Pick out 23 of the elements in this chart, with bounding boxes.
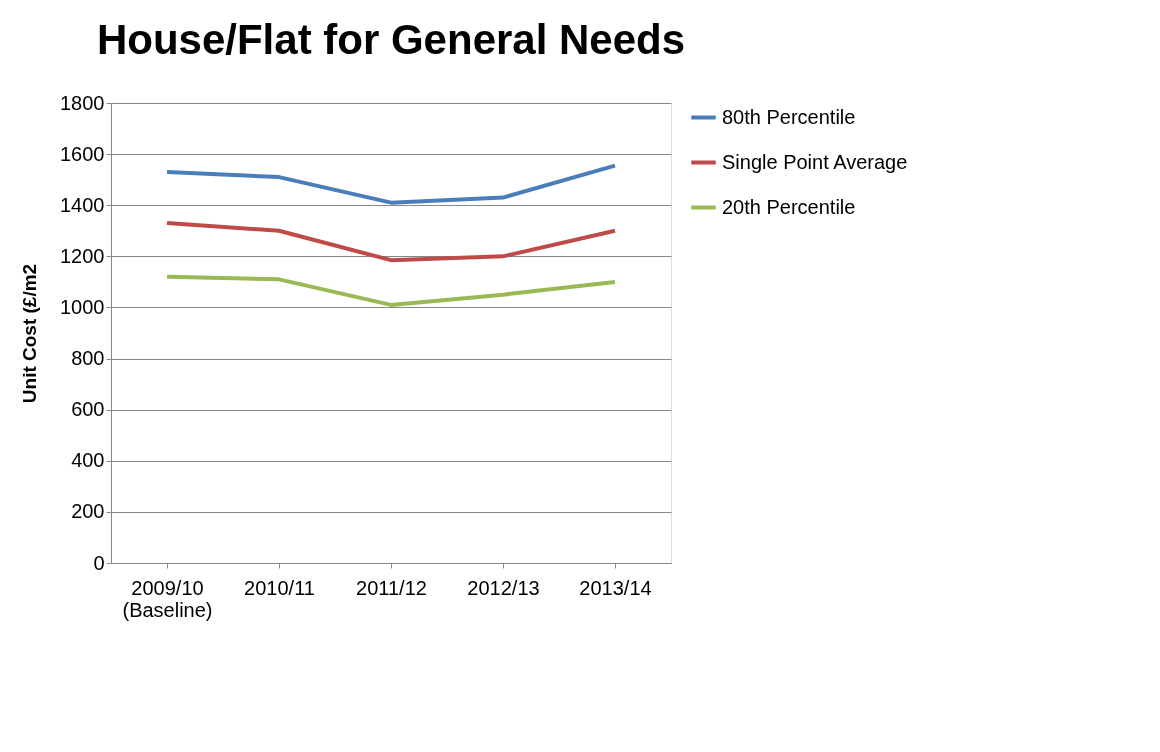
x-tick-label: 2010/11 [244, 576, 315, 599]
y-tick-label: 1200 [60, 244, 105, 267]
x-tick-label: 2013/14 [579, 576, 652, 599]
y-tick-label: 1400 [60, 193, 105, 216]
chart-title: House/Flat for General Needs [96, 16, 686, 63]
y-axis-title: Unit Cost (£/m2 [19, 263, 41, 404]
y-tick-label: 800 [71, 347, 105, 370]
line-series [165, 163, 617, 205]
y-tick-label: 600 [71, 398, 105, 421]
x-tick-label: 2009/10 (Baseline) [122, 576, 213, 621]
line-series [165, 221, 617, 263]
legend-label: 20th Percentile [722, 195, 856, 218]
line-series [165, 274, 617, 307]
y-tick-label: 1600 [60, 142, 105, 165]
x-tick-label: 2011/12 [356, 576, 427, 599]
y-tick-label: 0 [93, 551, 105, 574]
y-tick-label: 1800 [60, 91, 105, 114]
legend-label: Single Point Average [722, 150, 908, 173]
legend-label: 80th Percentile [722, 105, 856, 128]
y-tick-label: 200 [71, 500, 105, 523]
y-tick-label: 1000 [60, 295, 105, 318]
y-tick-label: 400 [71, 449, 105, 472]
x-tick-label: 2012/13 [467, 576, 540, 599]
